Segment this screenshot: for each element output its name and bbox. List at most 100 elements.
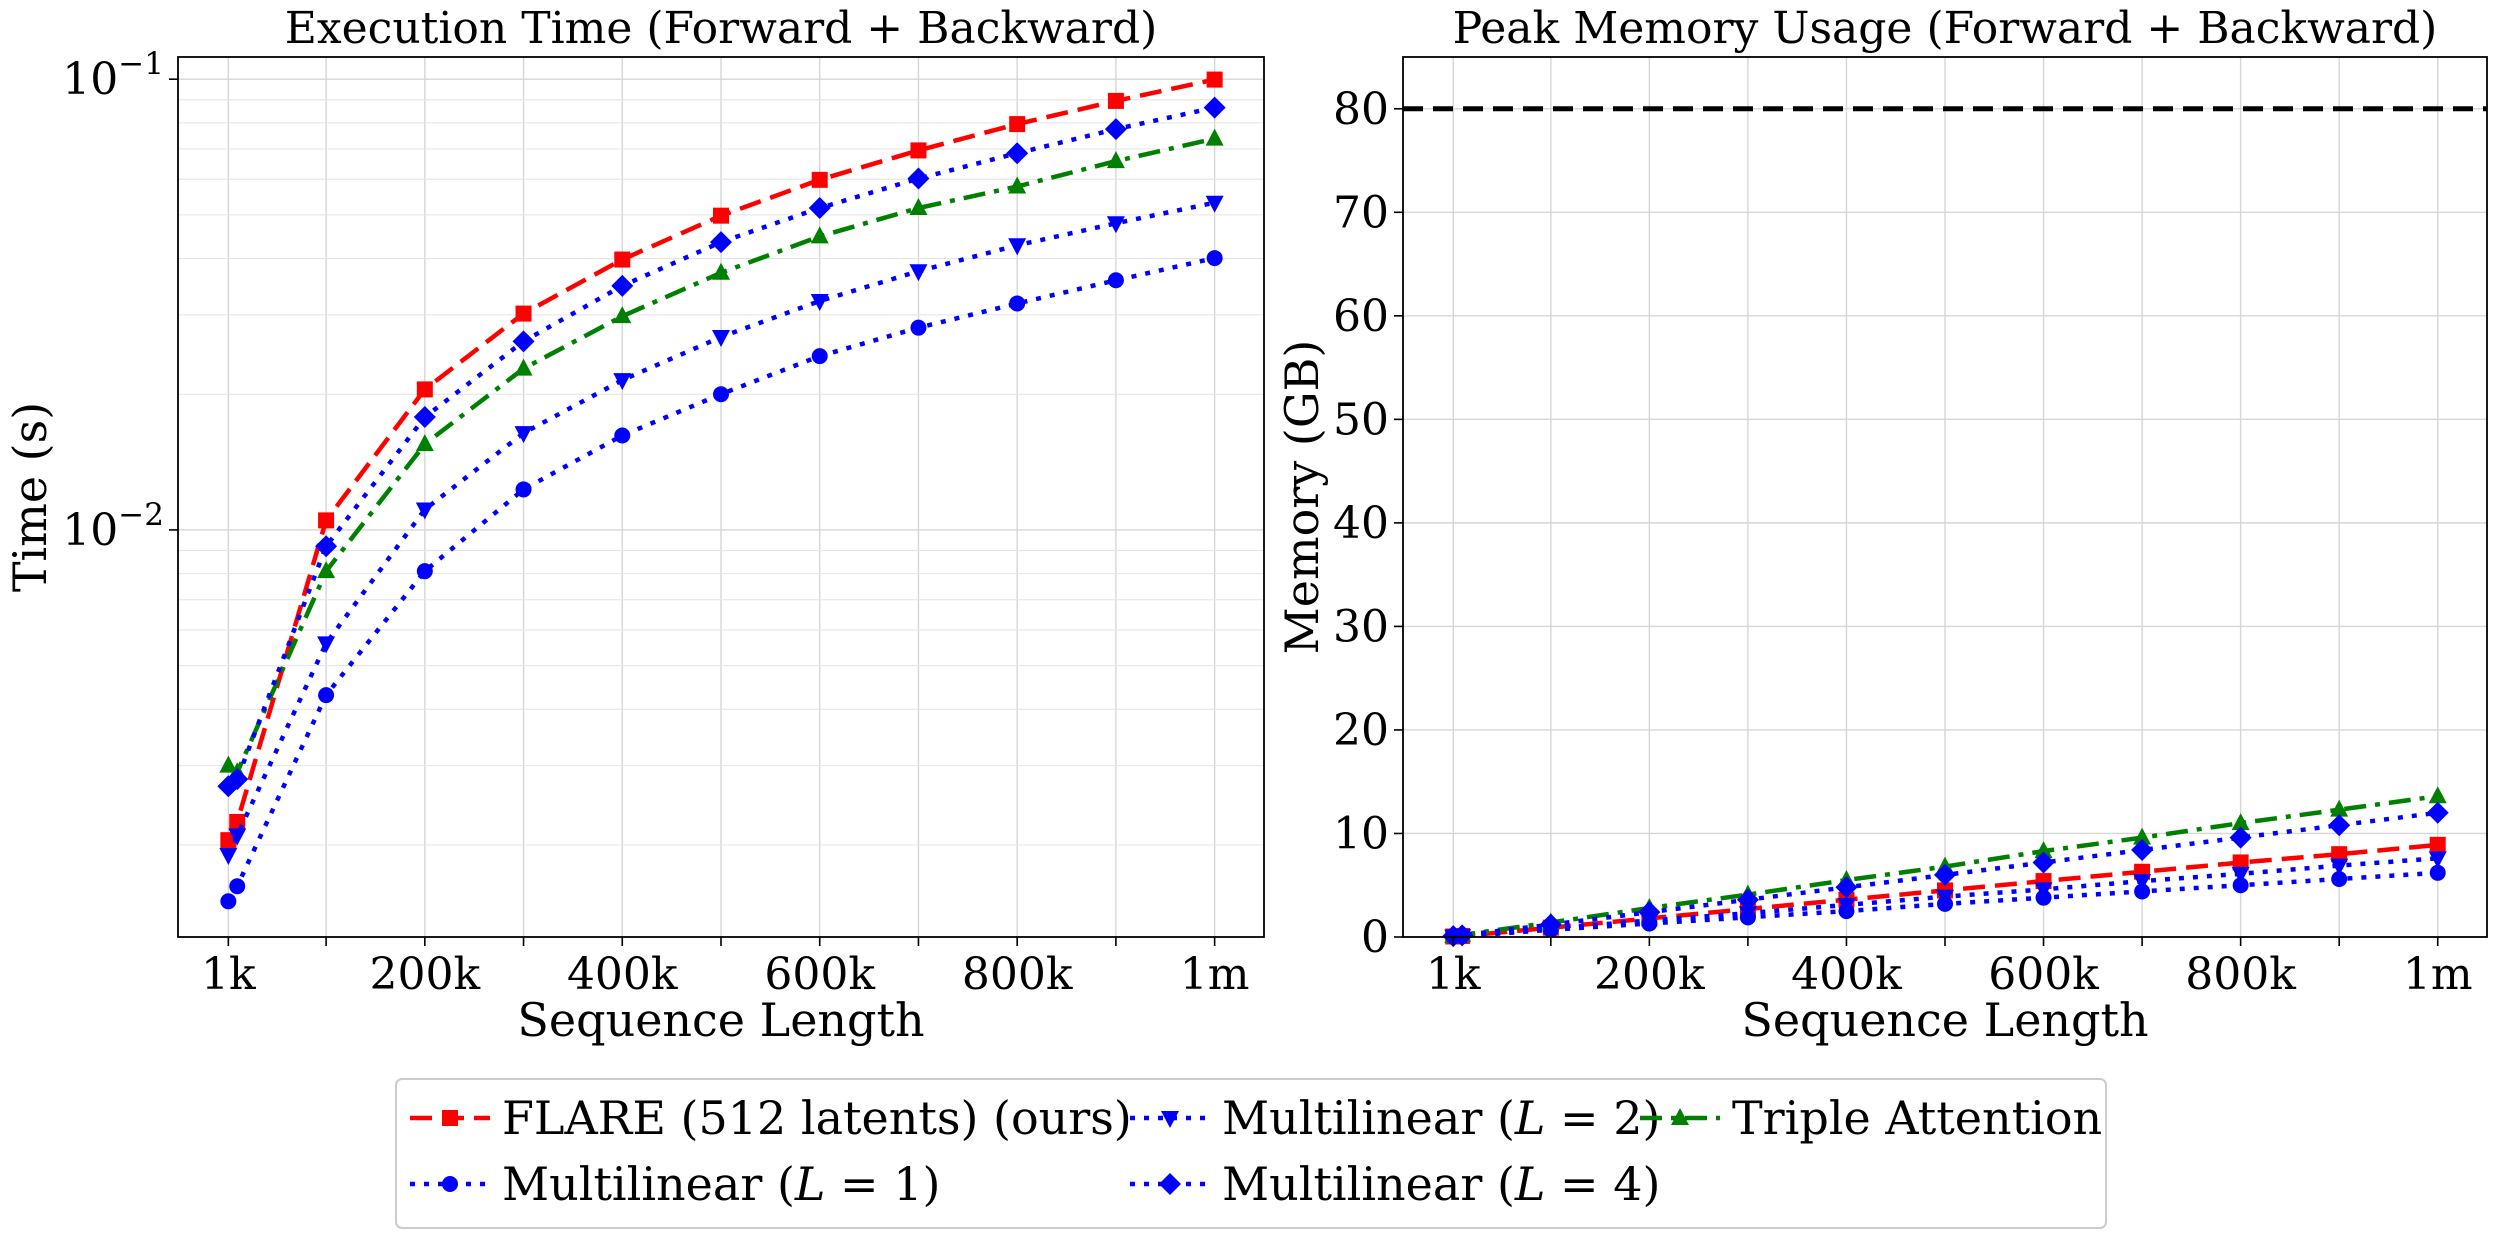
memory-data-point xyxy=(2428,786,2447,804)
memory-series-multilinear-l-4 xyxy=(1442,801,2449,948)
time-data-point xyxy=(1206,250,1223,267)
memory-data-point xyxy=(1934,863,1956,886)
memory-data-point xyxy=(1738,906,1757,924)
legend-entry-multilinear-l-2: Multilinear (L = 2) xyxy=(1130,1091,1660,1145)
memory-data-point xyxy=(2232,854,2249,871)
time-data-point xyxy=(219,848,238,866)
memory-x-tick-label: 200k xyxy=(1594,949,1705,1000)
time-data-point xyxy=(611,274,634,297)
time-data-point xyxy=(229,878,246,895)
legend: FLARE (512 latents) (ours) Multilinear (L… xyxy=(395,1078,2107,1229)
memory-data-point xyxy=(2133,874,2152,892)
memory-title: Peak Memory Usage (Forward + Backward) xyxy=(1453,3,2438,54)
time-data-point xyxy=(710,231,732,254)
time-x-tick-label: 1m xyxy=(1180,949,1250,1000)
time-data-point xyxy=(1009,295,1026,312)
time-data-point xyxy=(713,207,729,224)
time-series-multilinear-l-2 xyxy=(219,195,1224,866)
peak-memory-panel: 1k 200k 400k 600k 800k 1m 0 10 20 30 40 50 60 70 80 Pea… xyxy=(1275,3,2488,1047)
time-data-point xyxy=(909,264,928,282)
memory-data-point xyxy=(2229,826,2252,849)
time-data-point xyxy=(614,427,631,444)
memory-data-point xyxy=(1936,889,1954,907)
time-data-point xyxy=(910,319,927,336)
memory-data-point xyxy=(2232,877,2249,894)
time-data-point xyxy=(514,358,533,376)
memory-data-point xyxy=(2231,813,2250,831)
memory-data-point xyxy=(2133,827,2152,845)
legend-marker-swatch xyxy=(442,1110,458,1126)
memory-data-point xyxy=(2429,864,2446,881)
time-data-point xyxy=(515,305,532,322)
legend-marker-swatch xyxy=(442,1176,458,1192)
memory-data-point xyxy=(2131,839,2154,862)
time-series-multilinear-l-1 xyxy=(220,250,1223,910)
memory-data-point xyxy=(1638,901,1661,924)
time-data-point xyxy=(416,381,433,398)
memory-x-tick-label: 400k xyxy=(1791,949,1902,1000)
memory-series-line xyxy=(1453,842,2438,939)
legend-entry-triple-attention: Triple Attention xyxy=(1640,1091,2102,1145)
time-x-tick-label: 200k xyxy=(369,949,480,1000)
time-data-point xyxy=(1107,92,1124,109)
time-data-point xyxy=(811,171,828,188)
time-series-line xyxy=(226,200,1216,856)
memory-data-point xyxy=(2328,814,2351,837)
memory-y-tick-label: 0 xyxy=(1361,912,1389,963)
memory-y-tick-label: 60 xyxy=(1333,291,1389,342)
memory-series-line xyxy=(1453,793,2439,939)
time-data-point xyxy=(219,755,238,773)
time-x-tick-label: 600k xyxy=(764,949,875,1000)
time-data-point xyxy=(220,893,237,910)
memory-data-point xyxy=(2330,858,2349,876)
memory-data-point xyxy=(2426,801,2449,824)
time-data-point xyxy=(910,142,927,159)
time-data-point xyxy=(1006,142,1029,165)
memory-x-tick-label: 600k xyxy=(1988,949,2099,1000)
time-data-point xyxy=(318,512,335,529)
memory-data-point xyxy=(2330,799,2349,817)
memory-y-tick-label: 70 xyxy=(1333,187,1389,238)
memory-x-tick-label: 800k xyxy=(2185,949,2296,1000)
memory-grid xyxy=(1403,57,2487,938)
memory-data-point xyxy=(2331,871,2348,888)
time-x-tick-label: 1k xyxy=(201,949,256,1000)
memory-y-axis-label: Memory (GB) xyxy=(1275,340,1329,655)
time-x-tick-label: 800k xyxy=(962,949,1073,1000)
time-y-axis-label: Time (s) xyxy=(3,402,57,592)
time-data-point xyxy=(613,373,632,391)
time-series-multilinear-l-4 xyxy=(217,96,1226,798)
memory-y-tick-label: 20 xyxy=(1333,705,1389,756)
memory-x-axis-label: Sequence Length xyxy=(1741,993,2148,1047)
time-data-point xyxy=(415,434,434,452)
memory-data-point xyxy=(2428,851,2447,869)
time-series-line xyxy=(226,105,1216,788)
legend-entry-flare-512-latents-ours: FLARE (512 latents) (ours) xyxy=(410,1091,1132,1145)
time-y-tick-exponent: −2 xyxy=(118,497,164,533)
time-data-point xyxy=(228,828,247,846)
time-data-point xyxy=(318,687,335,704)
time-data-point xyxy=(1008,176,1027,194)
memory-data-point xyxy=(2429,836,2446,853)
legend-marker-swatch xyxy=(1161,1111,1179,1128)
time-data-point xyxy=(907,167,930,190)
memory-data-point xyxy=(2134,883,2151,900)
memory-data-point xyxy=(2032,851,2055,874)
memory-data-point xyxy=(2034,882,2053,900)
time-data-point xyxy=(810,226,829,244)
time-data-point xyxy=(613,306,632,324)
time-series-line xyxy=(226,77,1216,842)
time-data-point xyxy=(512,330,535,353)
time-data-point xyxy=(1203,96,1226,119)
time-series-line xyxy=(227,136,1216,775)
time-data-point xyxy=(413,406,436,429)
time-x-tick-label: 400k xyxy=(567,949,678,1000)
time-grid xyxy=(178,57,1264,937)
time-data-point xyxy=(811,348,828,365)
time-data-point xyxy=(810,294,829,312)
time-data-point xyxy=(317,636,336,654)
time-y-tick-label: 10−1 xyxy=(62,46,164,105)
time-data-point xyxy=(909,197,928,215)
time-data-point xyxy=(317,561,336,579)
time-data-point xyxy=(1107,272,1124,289)
